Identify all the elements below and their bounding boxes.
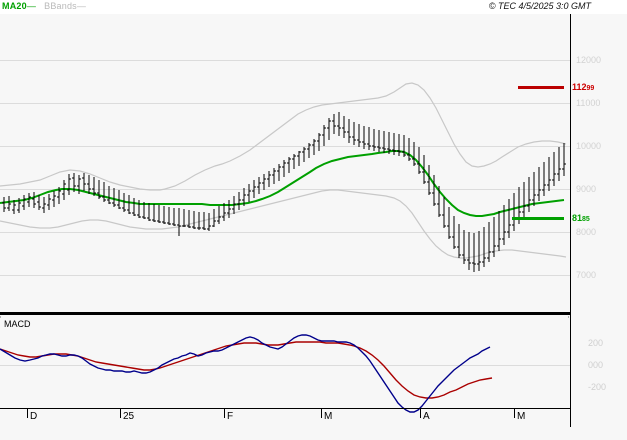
bbands-legend-label[interactable]: BBands [44,1,77,11]
x-axis-tick [120,409,121,418]
indicator-legend: MA20— BBands— [2,1,86,11]
bbands-legend-dash: — [76,1,87,11]
price-axis-label: 9000 [576,184,597,194]
macd-fast-line [0,334,491,413]
low-marker-value: 8185 [572,213,590,223]
ma20-legend-label[interactable]: MA20 [2,1,27,11]
price-plot [0,82,567,272]
macd-axis-label: -200 [588,382,607,392]
chart-header: MA20— BBands— © TEC 4/5/2025 3:0 GMT [0,0,627,14]
price-axis-label: 8000 [576,227,597,237]
x-axis-tick [420,409,421,418]
x-axis-tick-label: F [227,411,234,422]
bbands-lower-line [0,189,567,259]
macd-plot [0,334,493,413]
macd-axis-label: 200 [588,338,604,348]
price-axis-label: 12000 [576,55,602,65]
price-axis-divider [570,14,571,427]
x-axis-tick [514,409,515,418]
macd-signal-line [0,341,493,399]
gridline [0,189,570,190]
price-axis-label: 7000 [576,270,597,280]
low-marker-line [512,217,564,220]
bbands-upper-line [0,82,567,191]
high-marker-dec: 99 [586,85,595,92]
macd-zero-line [0,365,570,366]
x-axis-tick [27,409,28,418]
price-axis-label: 11000 [576,98,601,108]
macd-axis-label: 000 [588,360,604,370]
x-axis-tick-label: M [517,411,526,422]
low-marker-int: 81 [572,213,583,223]
price-axis-label: 10000 [576,141,602,151]
x-axis-line [0,408,570,409]
macd-title: MACD [4,319,31,329]
high-marker-int: 112 [572,82,587,92]
ma20-legend-dash: — [26,1,37,11]
low-marker-dec: 85 [582,216,590,223]
high-marker-value: 11299 [572,82,594,92]
copyright-timestamp: © TEC 4/5/2025 3:0 GMT [488,1,591,11]
gridline [0,275,570,276]
ma20-line [0,150,565,217]
x-axis-tick-label: M [324,411,333,422]
gridline [0,60,570,61]
x-axis-tick [321,409,322,418]
macd-pane[interactable]: MACD [0,318,570,413]
gridline [0,232,570,233]
x-axis-tick-label: D [30,411,38,422]
x-axis-tick-label: 25 [123,411,135,422]
gridline [0,146,570,147]
x-axis-tick-label: A [423,411,430,422]
price-pane[interactable] [0,14,570,313]
gridline [0,103,570,104]
pane-separator [0,312,570,315]
x-axis-tick [224,409,225,418]
ohlc-bars [2,112,566,272]
high-marker-line [518,86,564,89]
